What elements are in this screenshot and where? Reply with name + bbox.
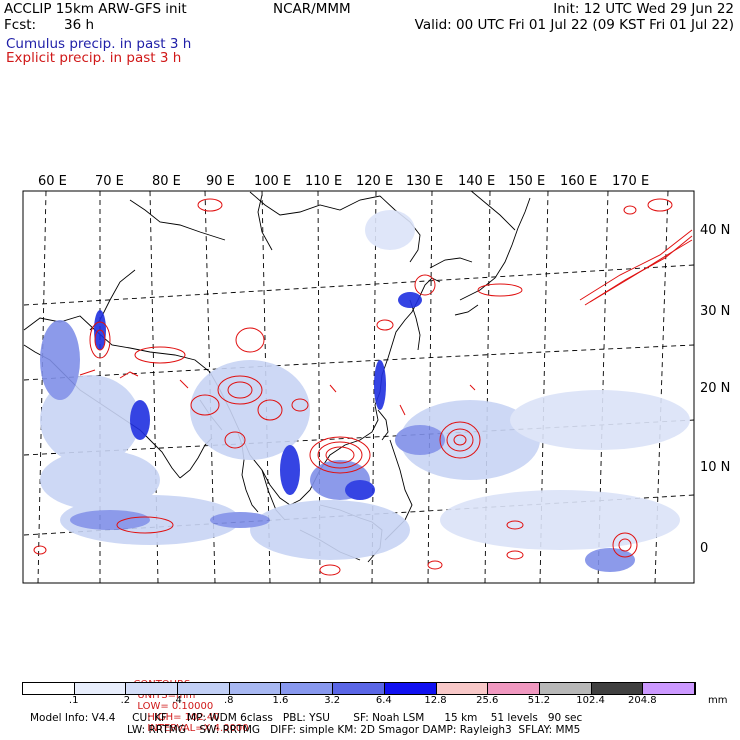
legend-cumulus: Cumulus precip. in past 3 h [6, 36, 192, 52]
longitude-label: 70 E [95, 174, 124, 189]
colorbar-swatch [178, 683, 230, 694]
latitude-labels: 40 N 30 N 20 N 10 N 0 [700, 223, 730, 556]
colorbar-label: 12.8 [424, 695, 447, 706]
latitude-label: 30 N [700, 304, 730, 319]
longitude-label: 130 E [406, 174, 443, 189]
colorbar-label: 204.8 [627, 695, 657, 706]
init-time: Init: 12 UTC Wed 29 Jun 22 [553, 1, 734, 17]
forecast-label: Fcst: [4, 17, 37, 33]
colorbar-label: 51.2 [527, 695, 551, 706]
map-frame [22, 190, 695, 584]
colorbar-swatch [126, 683, 179, 694]
longitude-label: 80 E [152, 174, 181, 189]
colorbar-swatch [436, 683, 489, 694]
plot-title: ACCLIP 15km ARW-GFS init [4, 1, 187, 17]
colorbar-label: 1.6 [272, 695, 289, 706]
longitude-label: 160 E [560, 174, 597, 189]
colorbar-swatch [74, 683, 127, 694]
colorbar-label: .1 [68, 695, 79, 706]
colorbar-swatch [488, 683, 540, 694]
colorbar-swatch [333, 683, 385, 694]
colorbar-swatch [591, 683, 644, 694]
explicit-precip [33, 198, 693, 576]
colorbar-swatch [281, 683, 334, 694]
colorbar-swatch [229, 683, 282, 694]
longitude-label: 120 E [356, 174, 393, 189]
colorbar-unit: mm [708, 695, 728, 706]
colorbar-swatch [643, 683, 695, 694]
longitude-label: 140 E [458, 174, 495, 189]
longitude-label: 170 E [612, 174, 649, 189]
latitude-label: 0 [700, 541, 708, 556]
latitude-label: 20 N [700, 381, 730, 396]
colorbar-label: 6.4 [375, 695, 392, 706]
colorbar [22, 682, 696, 695]
colorbar-label: 3.2 [324, 695, 341, 706]
colorbar-label: .8 [223, 695, 234, 706]
colorbar-label: 25.6 [476, 695, 499, 706]
model-info-line2: LW: RRTMG SW: RRTMG DIFF: simple KM: 2D … [127, 724, 581, 736]
longitude-label: 110 E [305, 174, 342, 189]
colorbar-label: .4 [172, 695, 182, 706]
colorbar-label: .2 [120, 695, 131, 706]
latitude-label: 40 N [700, 223, 730, 238]
latitude-label: 10 N [700, 460, 730, 475]
contours-low: LOW= 0.10000 [137, 701, 214, 712]
contours-units: UNITS=mm [137, 690, 196, 701]
longitude-label: 150 E [508, 174, 545, 189]
contours-high: HIGH= 102.40 [147, 712, 220, 723]
contours-interval: INTERVAL=X 4.0000 [147, 723, 249, 734]
model-center: NCAR/MMM [273, 1, 351, 17]
colorbar-swatch [539, 683, 592, 694]
legend-explicit: Explicit precip. in past 3 h [6, 50, 182, 66]
forecast-value: 36 h [64, 17, 95, 33]
cumulus-precip [40, 210, 690, 572]
longitude-labels: 60 E 70 E 80 E 90 E 100 E 110 E 120 E 130 E 140 … [38, 174, 649, 189]
colorbar-swatch [384, 683, 437, 694]
longitude-label: 90 E [206, 174, 235, 189]
valid-time: Valid: 00 UTC Fri 01 Jul 22 (09 KST Fri … [414, 17, 734, 33]
longitude-label: 60 E [38, 174, 67, 189]
colorbar-label: 102.4 [576, 695, 605, 706]
model-info-line1: Model Info: V4.4 CU: KF MP: WDM 6class P… [30, 712, 583, 724]
longitude-label: 100 E [254, 174, 291, 189]
colorbar-swatch [23, 683, 75, 694]
